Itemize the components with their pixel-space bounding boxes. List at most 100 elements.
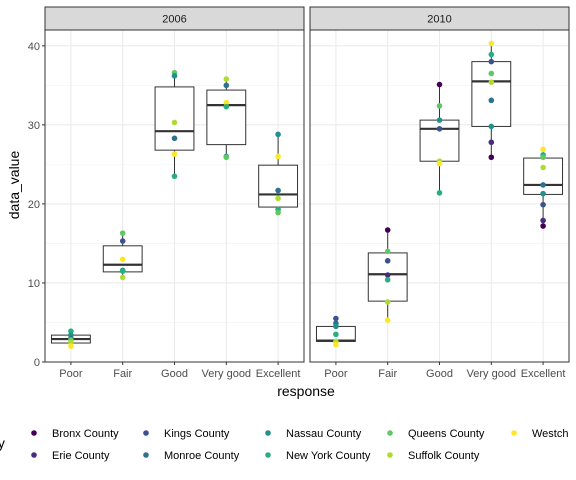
x-tick-label: Fair bbox=[378, 368, 397, 380]
data-point bbox=[119, 230, 126, 236]
legend-key bbox=[511, 430, 517, 436]
data-point bbox=[540, 217, 546, 224]
legend-label: New York County bbox=[286, 450, 371, 462]
data-point bbox=[436, 103, 443, 109]
data-point bbox=[333, 323, 339, 330]
x-tick-label: Fair bbox=[113, 368, 132, 380]
data-point bbox=[488, 79, 495, 85]
data-point bbox=[171, 173, 178, 180]
points bbox=[68, 69, 281, 349]
facet-strip-label: 2006 bbox=[162, 14, 186, 26]
data-point bbox=[275, 209, 281, 216]
y-axis-title: data_value bbox=[6, 151, 22, 220]
panel-2006: 2006 Poor Fair Good Very good Excellent bbox=[44, 6, 305, 380]
y-tick-label: 10 bbox=[28, 278, 40, 290]
data-point bbox=[540, 223, 546, 229]
legend-item: Suffolk County bbox=[387, 450, 480, 462]
data-point bbox=[68, 339, 74, 346]
points bbox=[333, 40, 546, 348]
legend-label: Monroe County bbox=[164, 450, 240, 462]
legend-key bbox=[143, 430, 149, 436]
legend-item: Kings County bbox=[143, 428, 230, 440]
data-point bbox=[384, 227, 391, 233]
data-point bbox=[540, 182, 546, 188]
legend-item: Westch bbox=[511, 428, 568, 440]
data-point bbox=[333, 341, 339, 348]
data-point bbox=[540, 146, 546, 153]
data-point bbox=[223, 76, 230, 82]
facet-strip bbox=[309, 6, 570, 31]
y-tick-label: 20 bbox=[28, 199, 40, 211]
x-tick-label: Excellent bbox=[521, 368, 566, 380]
data-point bbox=[436, 117, 443, 123]
x-tick-label: Very good bbox=[467, 368, 517, 380]
data-point bbox=[436, 190, 443, 196]
legend-label: Queens County bbox=[408, 428, 485, 440]
data-point bbox=[171, 151, 178, 157]
data-point bbox=[384, 272, 391, 278]
x-axis-title: response bbox=[277, 383, 335, 399]
data-point bbox=[68, 328, 74, 334]
legend-key bbox=[387, 430, 393, 436]
data-point bbox=[119, 256, 126, 263]
data-point bbox=[436, 81, 443, 88]
data-point bbox=[540, 164, 546, 171]
data-point bbox=[171, 73, 178, 79]
box bbox=[206, 89, 247, 146]
legend-item: Nassau County bbox=[265, 428, 362, 440]
boxplot-very-good bbox=[206, 79, 247, 158]
legend-item: Erie County bbox=[31, 450, 110, 462]
data-point bbox=[119, 274, 126, 281]
data-point bbox=[488, 154, 495, 161]
data-point bbox=[119, 268, 126, 274]
data-point bbox=[384, 317, 391, 323]
legend-label: Bronx County bbox=[52, 428, 119, 440]
legend-item: Queens County bbox=[387, 428, 485, 440]
data-point bbox=[275, 187, 281, 194]
data-point bbox=[488, 51, 495, 58]
legend-key bbox=[265, 430, 271, 436]
data-point bbox=[223, 99, 230, 106]
legend-item: Monroe County bbox=[143, 450, 240, 462]
y-tick-label: 30 bbox=[28, 120, 40, 132]
data-point bbox=[488, 40, 495, 47]
legend-key bbox=[31, 452, 37, 458]
data-point bbox=[488, 97, 495, 104]
legend-title: ty bbox=[0, 435, 5, 451]
legend: ty Bronx County Erie County Kings County Mo… bbox=[0, 428, 568, 462]
data-point bbox=[333, 315, 339, 322]
data-point bbox=[540, 154, 546, 161]
legend-key bbox=[265, 452, 271, 458]
legend-item: New York County bbox=[265, 450, 371, 462]
facet-strip-label: 2010 bbox=[427, 14, 451, 26]
data-point bbox=[384, 258, 391, 264]
legend-label: Erie County bbox=[52, 450, 110, 462]
facet-strip bbox=[44, 6, 305, 31]
data-point bbox=[275, 131, 281, 138]
legend-key bbox=[31, 430, 37, 436]
y-axis: 0 10 20 30 40 bbox=[28, 41, 45, 369]
x-tick-label: Poor bbox=[59, 368, 83, 380]
x-tick-label: Good bbox=[426, 368, 453, 380]
legend-key bbox=[387, 452, 393, 458]
data-point bbox=[223, 103, 230, 110]
data-point bbox=[119, 238, 126, 244]
data-point bbox=[488, 58, 495, 65]
legend-label: Kings County bbox=[164, 428, 230, 440]
legend-label: Nassau County bbox=[286, 428, 362, 440]
x-tick-label: Good bbox=[161, 368, 188, 380]
y-tick-label: 0 bbox=[34, 357, 40, 369]
legend-item: Bronx County bbox=[31, 428, 119, 440]
legend-label: Westch bbox=[532, 428, 568, 440]
data-point bbox=[488, 139, 495, 146]
data-point bbox=[384, 276, 391, 283]
data-point bbox=[333, 331, 339, 338]
data-point bbox=[275, 153, 281, 160]
data-point bbox=[275, 195, 281, 202]
legend-key bbox=[143, 452, 149, 458]
panel-2010: 2010 Poor Fair Good Very good Excellent bbox=[309, 6, 570, 380]
data-point bbox=[384, 248, 391, 255]
data-point bbox=[540, 201, 546, 208]
data-point bbox=[436, 160, 443, 167]
